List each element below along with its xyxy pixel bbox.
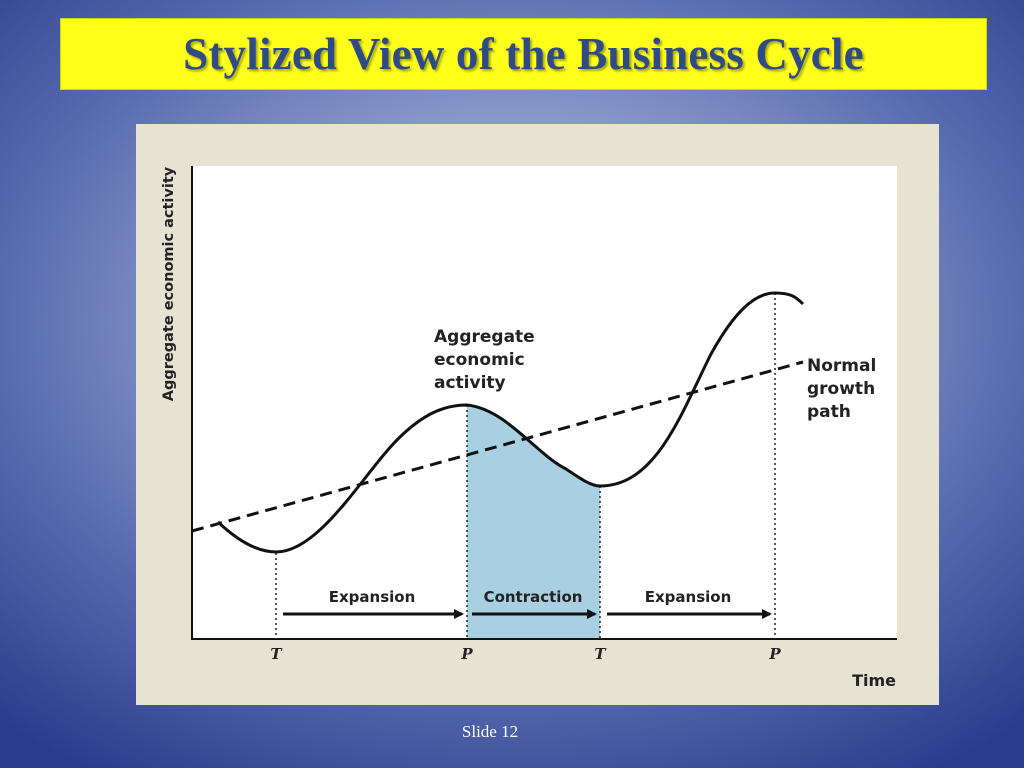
curve-label-line-2: economic xyxy=(434,350,525,370)
y-axis-label: Aggregate economic activity xyxy=(161,166,177,401)
trend-label-line-3: path xyxy=(807,402,851,422)
turning-point-label-p2: P xyxy=(768,645,781,663)
phase-label-contraction: Contraction xyxy=(484,588,583,606)
contraction-shading xyxy=(467,405,600,639)
turning-point-label-t1: T xyxy=(270,645,283,663)
slide-number: Slide 12 xyxy=(461,722,519,741)
curve-label-line-3: activity xyxy=(434,373,506,393)
trend-label-line-2: growth xyxy=(807,379,875,399)
phase-label-expansion-1: Expansion xyxy=(329,588,416,606)
aggregate-activity-curve xyxy=(216,291,805,554)
phase-label-expansion-2: Expansion xyxy=(645,588,732,606)
title-banner: Stylized View of the Business Cycle xyxy=(60,18,987,90)
normal-growth-path xyxy=(191,360,804,533)
x-axis-label: Time xyxy=(852,671,896,690)
turning-point-label-p1: P xyxy=(460,645,473,663)
trend-label-line-1: Normal xyxy=(807,356,876,376)
slide-title: Stylized View of the Business Cycle xyxy=(183,29,864,79)
turning-point-label-t2: T xyxy=(594,645,607,663)
curve-label-line-1: Aggregate xyxy=(434,327,535,347)
business-cycle-figure: Expansion Contraction Expansion T P T P … xyxy=(136,124,939,705)
business-cycle-diagram: Expansion Contraction Expansion T P T P … xyxy=(161,166,897,690)
